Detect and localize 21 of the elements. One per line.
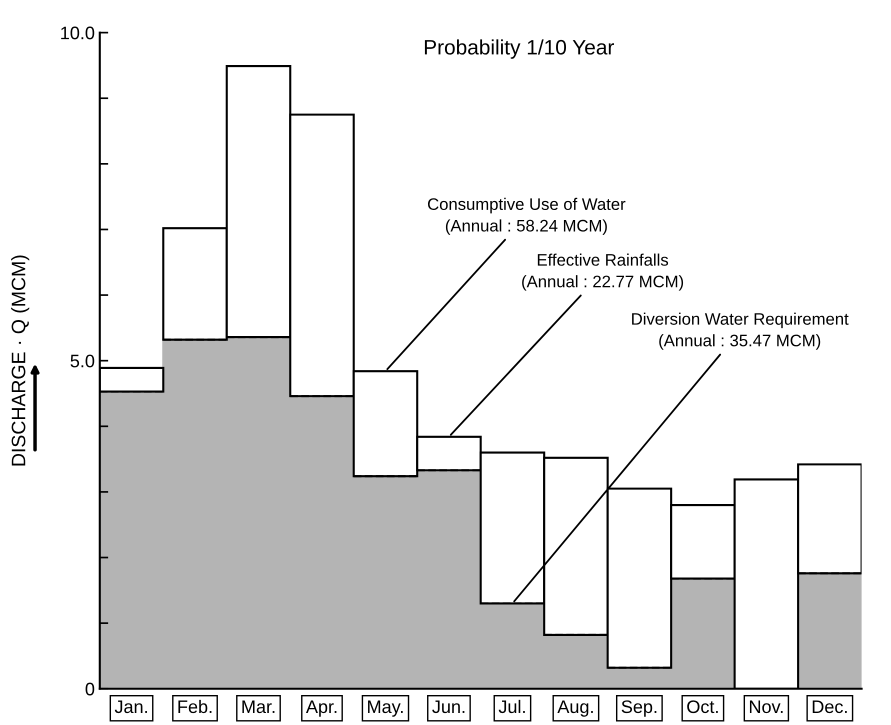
y-axis-title: DISCHARGE · Q (MCM) [11,255,30,466]
x-tick-label: Dec. [812,700,847,714]
x-tick-label: Sep. [622,700,656,717]
x-tick-label: Mar. [242,700,274,714]
bar [797,572,862,689]
y-tick-label: 5.0 [70,354,94,368]
x-tick-label: Aug. [557,700,593,717]
x-tick-label: Oct. [687,700,718,714]
y-tick-label: 0 [86,682,94,696]
y-tick-label: 10.0 [61,26,94,40]
annotation: Consumptive Use of Water (Annual : 58.24 MCM) [428,198,626,235]
chart-title: Probability 1/10 Year [424,39,614,59]
x-tick-label: Jan. [114,700,147,714]
annotation: Effective Rainfalls (Annual : 22.77 MCM) [522,254,684,291]
x-tick-label: Jul. [498,700,525,714]
x-tick-label: Jun. [432,700,464,714]
x-tick-label: Feb. [178,700,212,714]
annotation: Diversion Water Requirement (Annual : 35.47 MCM) [632,312,849,350]
x-tick-label: Nov. [750,700,783,714]
x-tick-label: May. [368,700,403,717]
x-tick-label: Apr. [306,700,336,717]
